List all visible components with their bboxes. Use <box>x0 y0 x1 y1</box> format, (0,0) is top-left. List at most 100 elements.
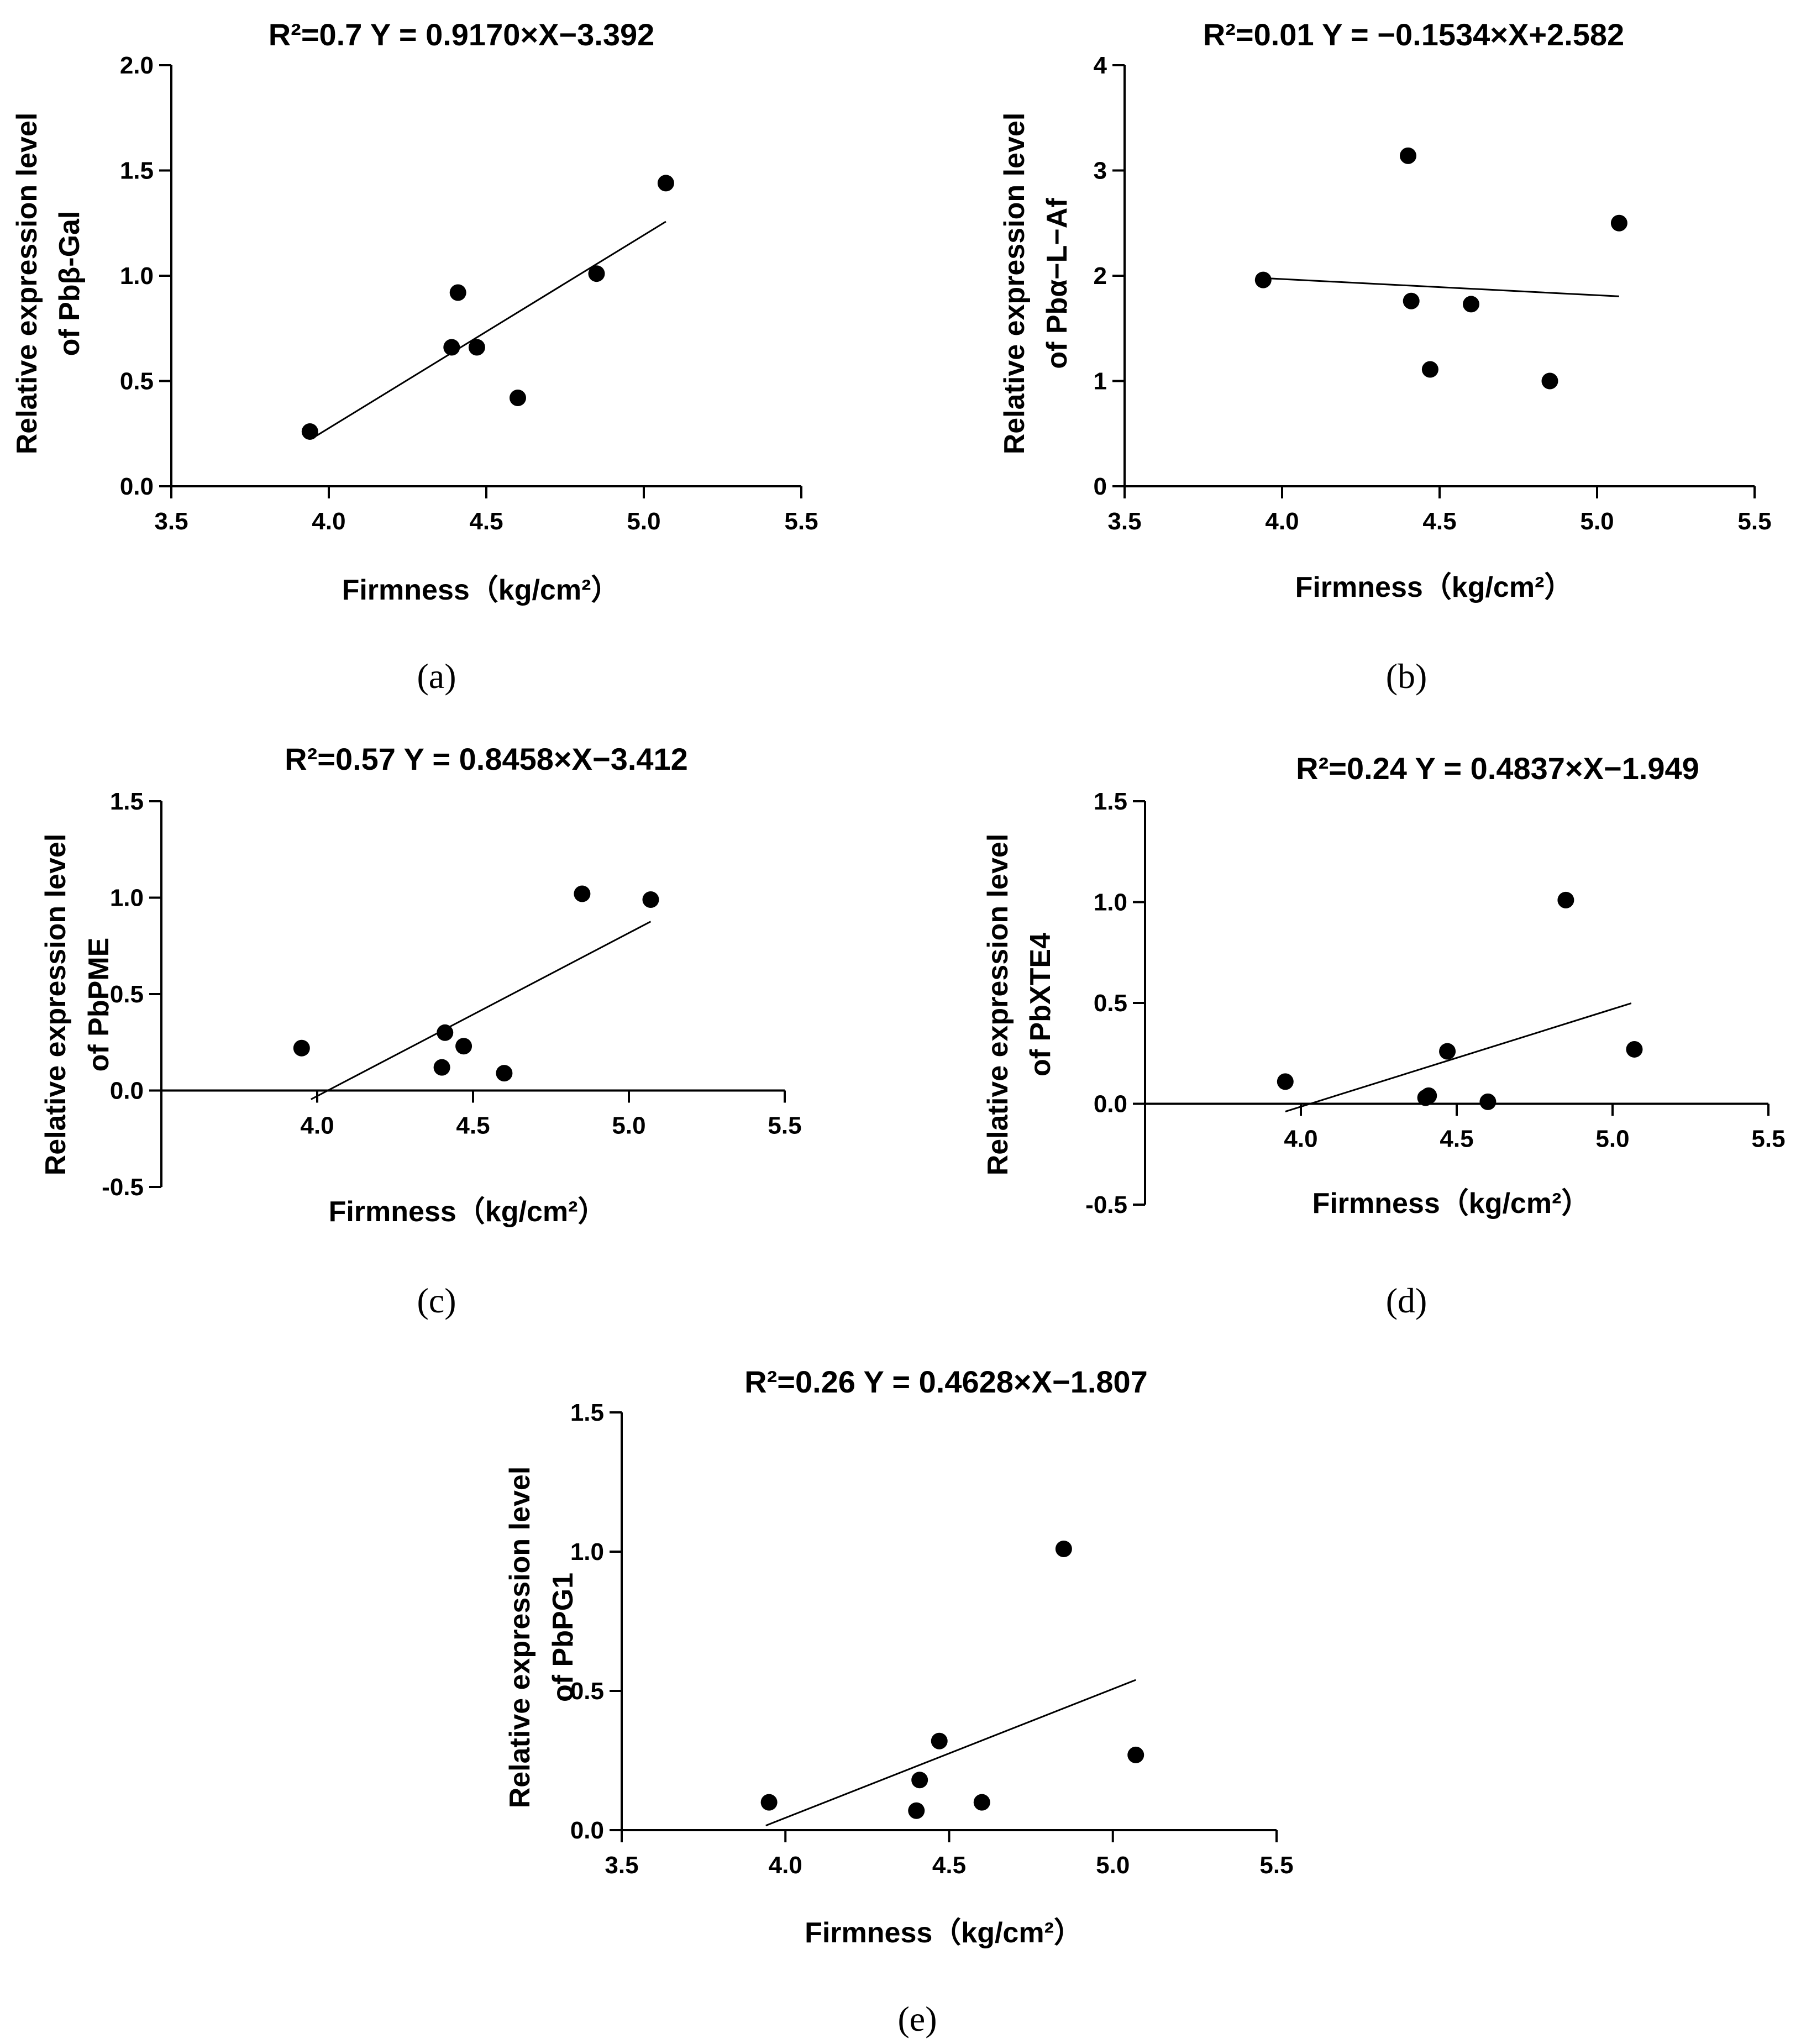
x-tick-label: 4.0 <box>1265 508 1299 535</box>
chart-panel-5: R²=0.26 Y = 0.4628×X−1.807 0.0 0.5 1.0 1.5 3.… <box>504 1364 1294 2038</box>
x-axis-label: Firmness（kg/cm²） <box>1295 571 1573 603</box>
x-tick-label: 4.5 <box>1422 508 1456 535</box>
data-point <box>1127 1746 1144 1763</box>
data-point <box>911 1772 928 1789</box>
data-point <box>1439 1043 1456 1060</box>
y-tick-label: 1.5 <box>110 788 144 815</box>
data-point <box>437 1024 454 1041</box>
data-point <box>1403 292 1420 309</box>
data-point <box>657 175 674 192</box>
y-tick-label: 1.5 <box>570 1399 604 1426</box>
y-tick-label: -0.5 <box>102 1174 144 1201</box>
y-tick-label: 1 <box>1094 368 1107 395</box>
x-axis-label: Firmness（kg/cm²） <box>329 1196 607 1228</box>
data-point <box>1055 1540 1072 1557</box>
y-tick-label: 0.0 <box>120 473 154 500</box>
data-point <box>1626 1041 1643 1058</box>
data-point <box>1421 361 1438 378</box>
x-tick-label: 5.0 <box>612 1112 645 1139</box>
panel-caption: (b) <box>1386 656 1427 696</box>
data-point <box>433 1059 450 1076</box>
data-point <box>301 423 318 440</box>
data-point <box>455 1038 472 1055</box>
data-point <box>760 1794 778 1811</box>
x-tick-label: 5.5 <box>1737 508 1771 535</box>
x-tick-label: 5.0 <box>627 508 660 535</box>
y-tick-label: 0.5 <box>110 981 144 1008</box>
chart-title: R²=0.01 Y = −0.1534×X+2.582 <box>1203 17 1624 52</box>
x-tick-label: 5.5 <box>1751 1126 1785 1153</box>
y-tick-label: 2 <box>1094 262 1107 290</box>
y-tick-label: 3 <box>1094 157 1107 185</box>
x-tick-label: 4.5 <box>1440 1126 1473 1153</box>
x-tick-label: 4.0 <box>1284 1126 1317 1153</box>
y-tick-label: 0.5 <box>570 1678 604 1705</box>
y-tick-label: 1.5 <box>120 157 154 185</box>
x-tick-label: 3.5 <box>605 1852 638 1879</box>
x-tick-label: 5.5 <box>1259 1852 1293 1879</box>
data-point <box>1254 271 1272 288</box>
x-tick-label: 5.0 <box>1595 1126 1629 1153</box>
y-tick-label: 1.5 <box>1094 788 1127 815</box>
data-point <box>1610 214 1627 232</box>
y-axis-label-line2: of PbPG1 <box>547 1573 579 1702</box>
y-tick-label: 0.0 <box>570 1817 604 1844</box>
y-tick-label: 1.0 <box>1094 889 1127 916</box>
x-tick-label: 5.5 <box>784 508 818 535</box>
regression-line <box>765 1679 1136 1827</box>
data-point <box>931 1732 948 1749</box>
y-axis-label-line1: Relative expression level <box>999 113 1031 455</box>
regression-line <box>312 220 666 439</box>
data-point <box>1463 296 1479 313</box>
chart-title: R²=0.24 Y = 0.4837×X−1.949 <box>1296 751 1699 786</box>
y-tick-label: 2.0 <box>120 52 154 79</box>
y-tick-label: 1.0 <box>110 885 144 912</box>
chart-panel-1: R²=0.7 Y = 0.9170×X−3.392 0.0 0.5 1.0 1.5 2.0… <box>11 17 818 696</box>
x-axis-label: Firmness（kg/cm²） <box>805 1917 1083 1949</box>
x-tick-label: 4.5 <box>456 1112 490 1139</box>
x-tick-label: 4.0 <box>300 1112 334 1139</box>
y-tick-label: 1.0 <box>570 1538 604 1565</box>
data-point <box>1400 147 1416 164</box>
y-tick-label: 4 <box>1094 52 1107 79</box>
regression-line <box>1285 1002 1632 1112</box>
panel-caption: (a) <box>417 656 456 696</box>
x-tick-label: 4.5 <box>932 1852 966 1879</box>
data-point <box>1541 372 1558 390</box>
chart-panel-3: R²=0.57 Y = 0.8458×X−3.412 -0.5 0.0 0.5 1.0 1… <box>40 742 802 1320</box>
y-tick-label: 0.0 <box>110 1078 144 1105</box>
data-point <box>1557 891 1574 908</box>
data-point <box>588 265 605 282</box>
y-tick-label: 0.5 <box>1094 990 1127 1017</box>
x-tick-label: 4.5 <box>469 508 503 535</box>
chart-title: R²=0.26 Y = 0.4628×X−1.807 <box>744 1364 1148 1399</box>
data-point <box>1420 1087 1437 1104</box>
data-point <box>642 891 659 908</box>
data-point <box>449 284 466 301</box>
y-axis-label-line1: Relative expression level <box>11 113 43 455</box>
data-point <box>443 339 460 356</box>
y-tick-label: -0.5 <box>1085 1191 1127 1218</box>
data-point <box>1277 1073 1294 1090</box>
data-point <box>1479 1093 1497 1110</box>
regression-line <box>311 921 652 1100</box>
y-axis-label-line2: of Pbα−L−Af <box>1041 198 1073 369</box>
x-tick-label: 3.5 <box>154 508 188 535</box>
data-point <box>468 339 485 356</box>
x-axis-label: Firmness（kg/cm²） <box>1312 1187 1590 1220</box>
y-axis-label-line2: of Pbβ-Gal <box>54 211 86 356</box>
panel-caption: (e) <box>897 1999 937 2038</box>
y-tick-label: 0 <box>1094 473 1107 500</box>
y-axis-label-line2: of PbXTE4 <box>1025 933 1057 1076</box>
chart-title: R²=0.7 Y = 0.9170×X−3.392 <box>269 17 655 52</box>
x-tick-label: 5.0 <box>1580 508 1614 535</box>
chart-panel-2: R²=0.01 Y = −0.1534×X+2.582 0 1 2 3 4 3.5 4.0 4.… <box>999 17 1772 696</box>
y-axis-label-line1: Relative expression level <box>40 834 72 1176</box>
regression-line <box>1263 277 1619 297</box>
y-tick-label: 0.0 <box>1094 1091 1127 1118</box>
panel-caption: (d) <box>1386 1281 1427 1320</box>
y-axis-label-line2: of PbPME <box>83 938 115 1072</box>
y-tick-label: 0.5 <box>120 368 154 395</box>
y-axis-label-line1: Relative expression level <box>504 1467 536 1809</box>
